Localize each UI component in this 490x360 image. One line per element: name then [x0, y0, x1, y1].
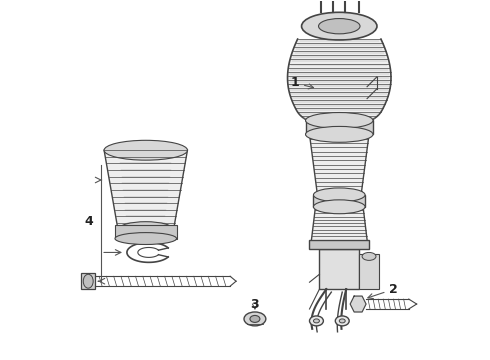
Ellipse shape	[244, 312, 266, 326]
Polygon shape	[104, 150, 188, 230]
Bar	[359, 255, 379, 289]
Ellipse shape	[115, 233, 176, 244]
Ellipse shape	[362, 252, 376, 260]
Ellipse shape	[104, 140, 188, 160]
Ellipse shape	[314, 200, 365, 214]
Polygon shape	[310, 134, 369, 195]
Ellipse shape	[306, 113, 373, 129]
Bar	[306, 121, 373, 134]
Text: 1: 1	[290, 76, 314, 89]
Ellipse shape	[318, 19, 360, 34]
Ellipse shape	[309, 113, 370, 133]
Ellipse shape	[335, 316, 349, 326]
Ellipse shape	[314, 319, 319, 323]
Ellipse shape	[250, 315, 260, 323]
Ellipse shape	[339, 319, 345, 323]
Ellipse shape	[301, 12, 377, 40]
Bar	[314, 195, 365, 207]
Bar	[319, 249, 359, 289]
Ellipse shape	[314, 188, 365, 202]
Ellipse shape	[83, 274, 93, 288]
Polygon shape	[350, 296, 366, 312]
Text: 3: 3	[250, 297, 259, 311]
Ellipse shape	[310, 316, 323, 326]
Ellipse shape	[306, 126, 373, 142]
Bar	[115, 225, 176, 239]
Text: 4: 4	[85, 215, 94, 228]
Polygon shape	[312, 207, 367, 239]
Text: 2: 2	[368, 283, 398, 298]
Ellipse shape	[118, 222, 173, 238]
Bar	[310, 239, 369, 249]
Bar	[81, 273, 95, 289]
Polygon shape	[288, 39, 391, 121]
